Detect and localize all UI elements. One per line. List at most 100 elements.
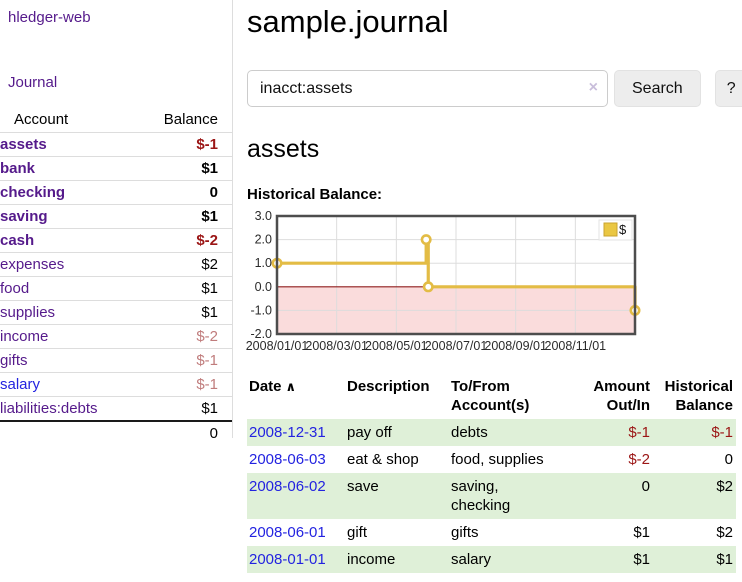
transaction-row: 2008-12-31 pay off debts $-1 $-1	[247, 419, 736, 446]
transaction-balance: $2	[716, 524, 733, 541]
svg-text:$: $	[619, 222, 627, 237]
account-link[interactable]: saving	[0, 208, 48, 225]
register-table: Date ∧ Description To/From Account(s) Amo…	[247, 375, 736, 573]
account-balance: $1	[125, 276, 232, 301]
transaction-description: gift	[347, 524, 368, 541]
transaction-amount: $-1	[628, 424, 650, 441]
transaction-description: save	[347, 478, 379, 495]
register-column-amount: Amount Out/In	[593, 378, 650, 414]
account-row: supplies $1	[0, 300, 232, 325]
transaction-balance: $1	[716, 551, 733, 568]
account-row: gifts $-1	[0, 348, 232, 373]
transaction-date-link[interactable]: 2008-06-02	[249, 478, 326, 495]
svg-text:2008/03/01: 2008/03/01	[305, 339, 368, 353]
account-link[interactable]: checking	[0, 184, 66, 201]
transaction-accounts: salary	[451, 551, 492, 568]
sidebar-item-journal[interactable]: Journal	[8, 74, 58, 91]
transaction-date-link[interactable]: 2008-06-03	[249, 451, 326, 468]
svg-text:-2.0: -2.0	[250, 327, 272, 341]
transaction-accounts: debts	[451, 424, 488, 441]
svg-text:2.0: 2.0	[255, 233, 272, 247]
svg-text:2008/07/01: 2008/07/01	[425, 339, 488, 353]
transaction-amount: $1	[633, 524, 650, 541]
account-link[interactable]: bank	[0, 160, 36, 177]
account-row: food $1	[0, 276, 232, 301]
search-form: × Search ?	[247, 70, 742, 107]
account-row: income $-2	[0, 324, 232, 349]
register-header-row: Date ∧ Description To/From Account(s) Amo…	[247, 375, 736, 419]
transaction-amount: 0	[641, 478, 650, 495]
accounts-column-account: Account	[14, 111, 69, 128]
transaction-accounts: gifts	[451, 524, 479, 541]
svg-text:0.0: 0.0	[255, 280, 272, 294]
account-link[interactable]: liabilities:debts	[0, 400, 98, 417]
svg-text:2008/05/01: 2008/05/01	[365, 339, 428, 353]
transaction-date-link[interactable]: 2008-01-01	[249, 551, 326, 568]
transaction-description: pay off	[347, 424, 392, 441]
account-row: bank $1	[0, 156, 232, 181]
account-link[interactable]: supplies	[0, 304, 56, 321]
transaction-date-link[interactable]: 2008-12-31	[249, 424, 326, 441]
transaction-description: income	[347, 551, 396, 568]
accounts-column-balance: Balance	[163, 111, 218, 128]
account-link[interactable]: gifts	[0, 352, 28, 369]
transaction-accounts: saving, checking	[451, 478, 511, 514]
account-link[interactable]: cash	[0, 232, 35, 249]
accounts-header-row: Account Balance	[0, 107, 232, 133]
chart-title: Historical Balance:	[247, 186, 383, 203]
account-link[interactable]: income	[0, 328, 49, 345]
account-balance: $1	[125, 204, 232, 229]
transaction-row: 2008-01-01 income salary $1 $1	[247, 546, 736, 573]
search-input[interactable]	[247, 70, 608, 107]
svg-text:3.0: 3.0	[255, 209, 272, 223]
transaction-amount: $1	[633, 551, 650, 568]
sort-ascending-icon: ∧	[285, 379, 297, 394]
page-title: sample.journal	[247, 4, 449, 39]
account-link[interactable]: expenses	[0, 256, 65, 273]
register-column-date[interactable]: Date ∧	[249, 378, 297, 395]
transaction-amount: $-2	[628, 451, 650, 468]
account-balance: $1	[125, 300, 232, 325]
register-column-accounts: To/From Account(s)	[451, 378, 530, 414]
register-column-balance: Historical Balance	[664, 378, 733, 414]
account-row: expenses $2	[0, 252, 232, 277]
clear-search-icon[interactable]: ×	[588, 79, 598, 96]
accounts-table: Account Balance assets $-1 bank $1 checking 0…	[0, 107, 232, 445]
account-row: saving $1	[0, 204, 232, 229]
svg-text:2008/11/01: 2008/11/01	[545, 339, 607, 353]
account-heading: assets	[247, 135, 320, 163]
account-row: salary $-1	[0, 372, 232, 397]
search-button[interactable]: Search	[614, 70, 701, 107]
account-balance: $2	[125, 252, 232, 277]
transaction-balance: 0	[724, 451, 733, 468]
account-link[interactable]: food	[0, 280, 30, 297]
help-button[interactable]: ?	[714, 70, 742, 107]
accounts-total-row: 0	[0, 420, 232, 445]
search-box: ×	[247, 70, 608, 107]
transaction-balance: $-1	[711, 424, 733, 441]
transaction-row: 2008-06-03 eat & shop food, supplies $-2 0	[247, 446, 736, 473]
app-title-link[interactable]: hledger-web	[8, 9, 91, 26]
transaction-balance: $2	[716, 478, 733, 495]
account-balance: $-1	[125, 348, 232, 373]
account-row: checking 0	[0, 180, 232, 205]
account-row: cash $-2	[0, 228, 232, 253]
account-balance: $-1	[125, 132, 232, 157]
transaction-row: 2008-06-01 gift gifts $1 $2	[247, 519, 736, 546]
accounts-total-spacer	[0, 420, 126, 445]
transaction-description: eat & shop	[347, 451, 419, 468]
sidebar: hledger-web Journal Account Balance asse…	[0, 0, 233, 445]
account-balance: $1	[125, 396, 232, 421]
account-link[interactable]: assets	[0, 136, 47, 153]
main-content: sample.journal × Search ? assets Histori…	[246, 0, 742, 573]
account-balance: $1	[125, 156, 232, 181]
transaction-date-link[interactable]: 2008-06-01	[249, 524, 326, 541]
account-link[interactable]: salary	[0, 376, 41, 393]
register-column-description: Description	[347, 378, 430, 395]
account-balance: $-1	[125, 372, 232, 397]
account-balance: $-2	[125, 324, 232, 349]
svg-text:-1.0: -1.0	[250, 303, 272, 317]
svg-text:2008/09/01: 2008/09/01	[484, 339, 547, 353]
account-balance: 0	[125, 180, 232, 205]
transaction-accounts: food, supplies	[451, 451, 544, 468]
